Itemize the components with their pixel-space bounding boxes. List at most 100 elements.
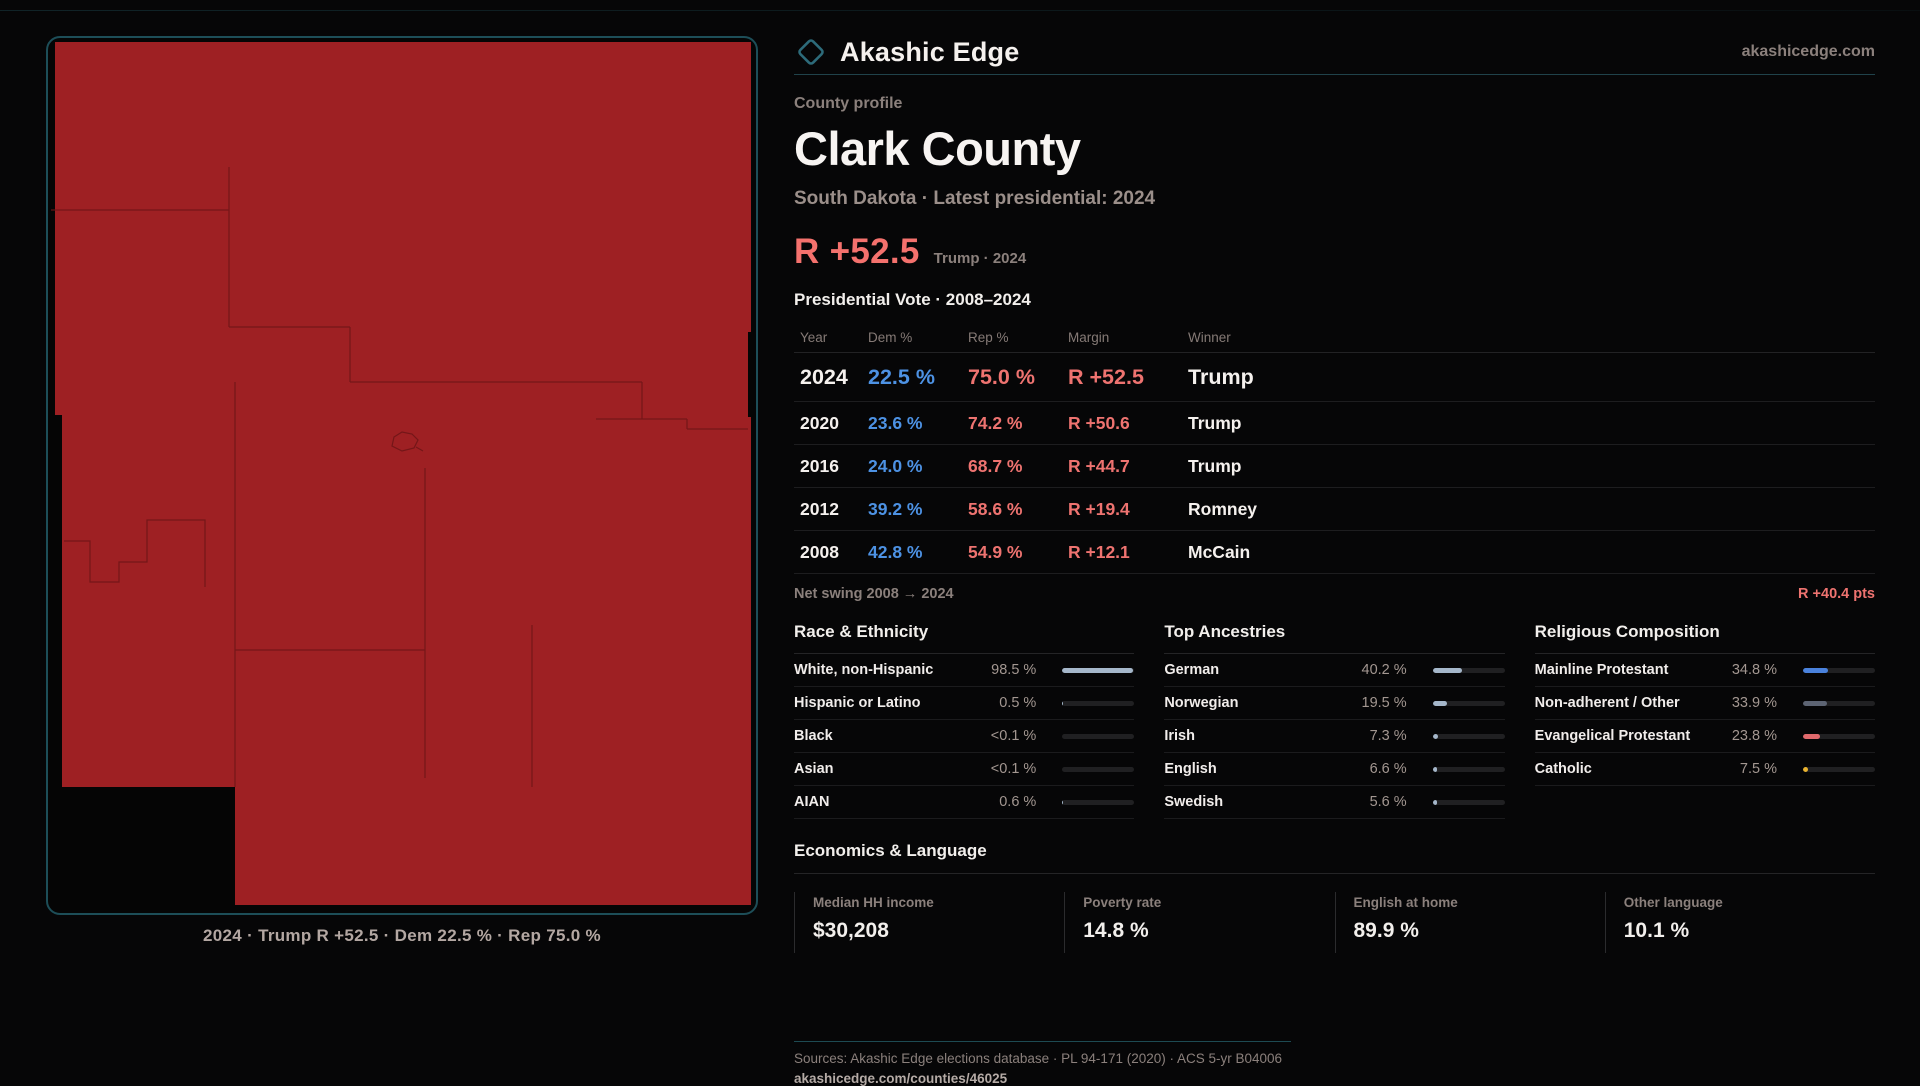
- col-winner: Winner: [1188, 330, 1875, 345]
- bar-track: [1433, 800, 1505, 805]
- bar-track: [1062, 701, 1134, 706]
- page-title: Clark County: [794, 121, 1875, 176]
- list-item: Catholic 7.5 %: [1535, 753, 1875, 786]
- ancestry-title: Top Ancestries: [1164, 622, 1504, 654]
- demo-value: <0.1 %: [972, 728, 1036, 744]
- cell-dem: 22.5 %: [868, 365, 968, 390]
- cell-year: 2012: [800, 499, 868, 520]
- cell-winner: Trump: [1188, 365, 1875, 390]
- race-column: Race & Ethnicity White, non-Hispanic 98.…: [794, 622, 1134, 819]
- list-item: Norwegian 19.5 %: [1164, 687, 1504, 720]
- economics-stats: Median HH income $30,208 Poverty rate 14…: [794, 892, 1875, 953]
- bar-track: [1803, 668, 1875, 673]
- demo-label: Hispanic or Latino: [794, 695, 972, 711]
- stat-value: 10.1 %: [1624, 919, 1875, 943]
- bar-track: [1803, 701, 1875, 706]
- table-row: 2008 42.8 % 54.9 % R +12.1 McCain: [794, 531, 1875, 574]
- col-margin: Margin: [1068, 330, 1188, 345]
- demo-label: Norwegian: [1164, 695, 1342, 711]
- bar-fill: [1803, 767, 1808, 772]
- table-row: 2016 24.0 % 68.7 % R +44.7 Trump: [794, 445, 1875, 488]
- demo-label: Asian: [794, 761, 972, 777]
- stat-label: Other language: [1624, 895, 1875, 910]
- bar-track: [1433, 668, 1505, 673]
- bar-fill: [1803, 734, 1820, 739]
- cell-year: 2016: [800, 456, 868, 477]
- list-item: AIAN 0.6 %: [794, 786, 1134, 819]
- economics-title: Economics & Language: [794, 841, 1875, 874]
- app-header: Akashic Edge akashicedge.com: [794, 0, 1875, 75]
- cell-margin: R +12.1: [1068, 542, 1188, 563]
- list-item: Evangelical Protestant 23.8 %: [1535, 720, 1875, 753]
- list-item: German 40.2 %: [1164, 654, 1504, 687]
- sources-text: Sources: Akashic Edge elections database…: [794, 1051, 1291, 1066]
- demo-label: Swedish: [1164, 794, 1342, 810]
- demo-label: Mainline Protestant: [1535, 662, 1713, 678]
- cell-dem: 23.6 %: [868, 413, 968, 434]
- cell-year: 2008: [800, 542, 868, 563]
- headline-margin-block: R +52.5 Trump · 2024: [794, 232, 1875, 272]
- map-caption: 2024 · Trump R +52.5 · Dem 22.5 % · Rep …: [46, 926, 758, 946]
- stat-value: $30,208: [813, 919, 1064, 943]
- cell-dem: 24.0 %: [868, 456, 968, 477]
- bar-track: [1062, 767, 1134, 772]
- list-item: Black <0.1 %: [794, 720, 1134, 753]
- cell-winner: Trump: [1188, 413, 1875, 434]
- religion-title: Religious Composition: [1535, 622, 1875, 654]
- permalink[interactable]: akashicedge.com/counties/46025: [794, 1071, 1291, 1086]
- cell-year: 2020: [800, 413, 868, 434]
- vote-table-title: Presidential Vote · 2008–2024: [794, 290, 1875, 310]
- bar-fill: [1433, 800, 1437, 805]
- demo-value: 5.6 %: [1343, 794, 1407, 810]
- list-item: Asian <0.1 %: [794, 753, 1134, 786]
- cell-rep: 68.7 %: [968, 456, 1068, 477]
- list-item: White, non-Hispanic 98.5 %: [794, 654, 1134, 687]
- table-row: 2020 23.6 % 74.2 % R +50.6 Trump: [794, 402, 1875, 445]
- stat-value: 14.8 %: [1083, 919, 1334, 943]
- demo-label: Evangelical Protestant: [1535, 728, 1713, 744]
- bar-fill: [1803, 701, 1827, 706]
- net-swing-row: Net swing 2008 → 2024 R +40.4 pts: [794, 574, 1875, 616]
- headline-note: Trump · 2024: [934, 250, 1027, 267]
- bar-fill: [1433, 734, 1438, 739]
- bar-fill: [1433, 668, 1462, 673]
- cell-margin: R +50.6: [1068, 413, 1188, 434]
- cell-rep: 54.9 %: [968, 542, 1068, 563]
- ancestry-column: Top Ancestries German 40.2 % Norwegian 1…: [1164, 622, 1504, 819]
- headline-margin: R +52.5: [794, 232, 920, 272]
- demo-value: 33.9 %: [1713, 695, 1777, 711]
- bar-track: [1062, 734, 1134, 739]
- list-item: Irish 7.3 %: [1164, 720, 1504, 753]
- stat-label: Poverty rate: [1083, 895, 1334, 910]
- page-subtitle: South Dakota · Latest presidential: 2024: [794, 188, 1875, 210]
- cell-winner: McCain: [1188, 542, 1875, 563]
- footer: Sources: Akashic Edge elections database…: [794, 1041, 1291, 1086]
- demo-value: 23.8 %: [1713, 728, 1777, 744]
- demo-label: Black: [794, 728, 972, 744]
- bar-track: [1062, 668, 1134, 673]
- demo-label: AIAN: [794, 794, 972, 810]
- cell-winner: Romney: [1188, 499, 1875, 520]
- bar-fill: [1433, 701, 1447, 706]
- demo-value: 7.3 %: [1343, 728, 1407, 744]
- stat-card: Other language 10.1 %: [1605, 892, 1875, 953]
- bar-track: [1803, 767, 1875, 772]
- county-map-panel: [46, 36, 758, 915]
- cell-winner: Trump: [1188, 456, 1875, 477]
- demo-value: 6.6 %: [1343, 761, 1407, 777]
- cell-margin: R +44.7: [1068, 456, 1188, 477]
- site-domain-link[interactable]: akashicedge.com: [1742, 43, 1875, 61]
- col-year: Year: [800, 330, 868, 345]
- stat-label: Median HH income: [813, 895, 1064, 910]
- religion-column: Religious Composition Mainline Protestan…: [1535, 622, 1875, 819]
- bar-fill: [1433, 767, 1438, 772]
- demo-label: English: [1164, 761, 1342, 777]
- demo-value: 34.8 %: [1713, 662, 1777, 678]
- demo-label: Catholic: [1535, 761, 1713, 777]
- stat-label: English at home: [1354, 895, 1605, 910]
- col-dem: Dem %: [868, 330, 968, 345]
- stat-card: Poverty rate 14.8 %: [1064, 892, 1334, 953]
- eyebrow-label: County profile: [794, 95, 1875, 113]
- county-map: [48, 38, 756, 913]
- demographics-section: Race & Ethnicity White, non-Hispanic 98.…: [794, 622, 1875, 819]
